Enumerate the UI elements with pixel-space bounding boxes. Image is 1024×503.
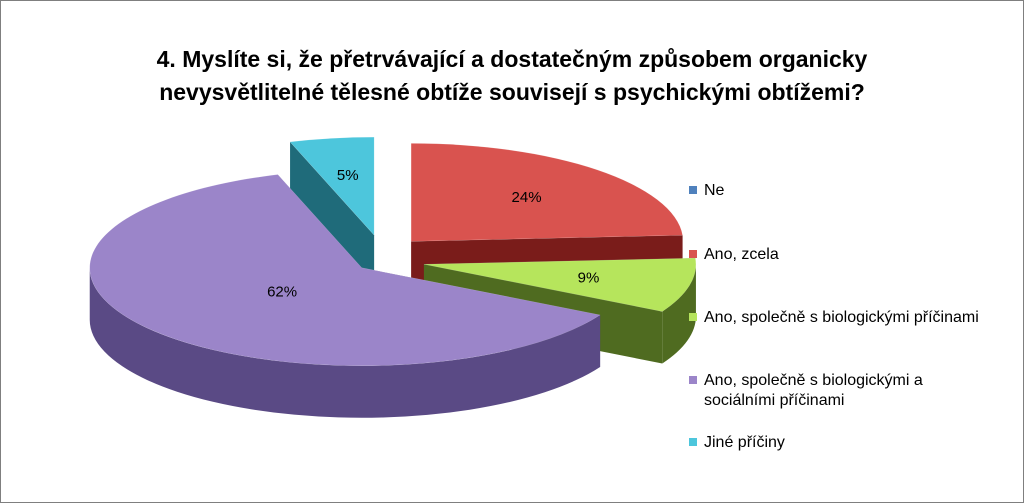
- data-label: 5%: [337, 167, 359, 184]
- data-label: 9%: [578, 270, 600, 287]
- data-label: 62%: [267, 284, 297, 301]
- legend-label: Ano, zcela: [704, 246, 779, 263]
- pie-slice: [89, 174, 601, 366]
- legend-item-bio-socialni: Ano, společně s biologickými a sociálním…: [689, 371, 923, 411]
- legend-item-jine: Jiné příčiny: [689, 433, 785, 453]
- pie-slice-side: [662, 264, 696, 364]
- legend-swatch: [689, 438, 697, 446]
- chart-title: 4. Myslíte si, že přetrvávající a dostat…: [156, 46, 868, 105]
- pie-slice-wall: [290, 141, 375, 288]
- legend-label: Ne: [704, 182, 725, 199]
- legend-label: Ano, společně s biologickými příčinami: [704, 309, 979, 326]
- pie-slice-side: [89, 267, 601, 418]
- pie-slice: [410, 143, 683, 242]
- legend-swatch: [689, 250, 697, 258]
- pie-slice: [289, 136, 375, 236]
- legend-swatch: [689, 313, 697, 321]
- legend-swatch: [689, 376, 697, 384]
- legend-swatch: [689, 186, 697, 194]
- pie-slice: [423, 257, 697, 312]
- legend-item-ano-zcela: Ano, zcela: [689, 245, 779, 265]
- legend-item-biologicke: Ano, společně s biologickými příčinami: [689, 308, 979, 328]
- legend-label: Jiné příčiny: [704, 434, 785, 451]
- data-label: 24%: [512, 189, 542, 206]
- legend-item-ne: Ne: [689, 181, 724, 201]
- legend-label: Ano, společně s biologickými a sociálním…: [704, 372, 923, 409]
